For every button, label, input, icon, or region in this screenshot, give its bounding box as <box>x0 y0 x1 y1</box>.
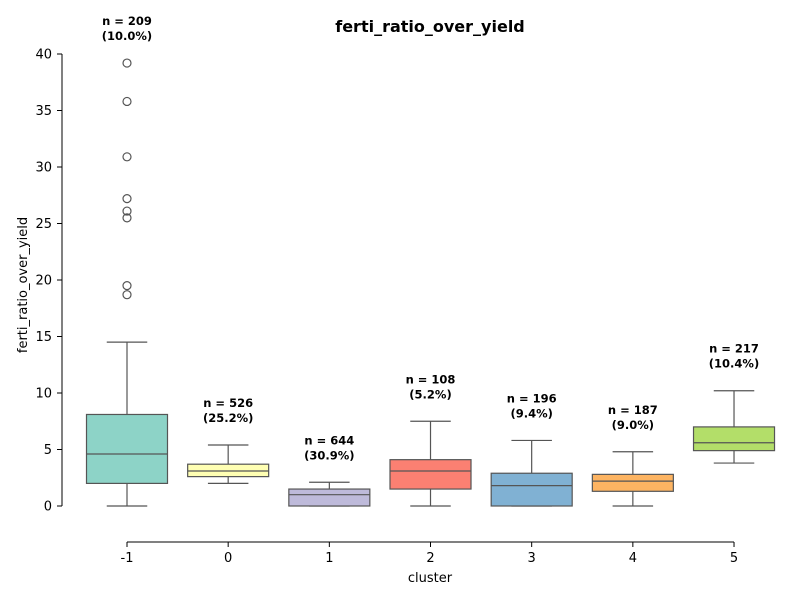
outlier-point <box>122 281 132 291</box>
count-label: n = 526 <box>203 396 253 410</box>
percent-label: (5.2%) <box>409 387 451 401</box>
outlier-point <box>122 58 132 68</box>
y-tick-label: 30 <box>35 161 52 176</box>
x-tick-label: 3 <box>528 551 536 566</box>
box-cluster-3: n = 196(9.4%) <box>490 391 573 507</box>
count-label: n = 217 <box>709 342 759 356</box>
y-axis-ticks: 0 5 10 15 20 25 30 35 40 <box>35 48 62 515</box>
box-iqr <box>591 473 674 492</box>
y-tick-label: 35 <box>35 104 52 119</box>
x-tick-label: 5 <box>730 551 738 566</box>
y-tick-label: 10 <box>35 387 52 402</box>
y-tick-label: 25 <box>35 217 52 232</box>
x-tick-label: -1 <box>121 551 134 566</box>
outlier-point <box>122 152 132 162</box>
outlier-point <box>122 96 132 107</box>
box-cluster-0: n = 526(25.2%) <box>187 396 270 484</box>
y-tick-label: 0 <box>44 500 52 515</box>
box-iqr <box>85 413 169 485</box>
x-axis-ticks: -1 0 1 2 3 4 5 <box>121 542 738 566</box>
x-tick-label: 2 <box>426 551 434 566</box>
count-label: n = 108 <box>406 372 456 386</box>
y-axis-label: ferti_ratio_over_yield <box>16 217 31 353</box>
box-iqr <box>389 459 472 490</box>
count-label: n = 187 <box>608 403 658 417</box>
outlier-point <box>122 290 132 300</box>
percent-label: (9.4%) <box>510 406 552 420</box>
box-cluster-5: n = 217(10.4%) <box>692 342 776 464</box>
percent-label: (10.4%) <box>709 357 759 371</box>
count-label: n = 209 <box>102 14 152 28</box>
count-label: n = 196 <box>507 391 557 405</box>
box-series: n = 209(10.0%)n = 526(25.2%)n = 644(30.9… <box>85 14 776 507</box>
percent-label: (25.2%) <box>203 411 253 425</box>
y-tick-label: 5 <box>44 443 52 458</box>
count-label: n = 644 <box>304 433 354 447</box>
box-iqr <box>692 426 776 452</box>
box-cluster--1: n = 209(10.0%) <box>85 14 169 507</box>
y-tick-label: 15 <box>35 330 52 345</box>
percent-label: (9.0%) <box>612 418 654 432</box>
box-cluster-2: n = 108(5.2%) <box>389 372 472 507</box>
percent-label: (10.0%) <box>102 29 152 43</box>
y-axis: 0 5 10 15 20 25 30 35 40 ferti_ratio_over_yield <box>16 48 63 515</box>
x-axis: -1 0 1 2 3 4 5 cluster <box>121 541 738 586</box>
box-iqr <box>490 472 573 507</box>
outlier-point <box>122 194 132 204</box>
chart-title: ferti_ratio_over_yield <box>335 17 525 36</box>
x-axis-label: cluster <box>408 571 453 586</box>
outlier-point <box>122 206 132 216</box>
x-tick-label: 1 <box>325 551 333 566</box>
x-tick-label: 4 <box>629 551 637 566</box>
x-tick-label: 0 <box>224 551 232 566</box>
y-tick-label: 40 <box>35 48 52 63</box>
percent-label: (30.9%) <box>304 448 354 462</box>
box-cluster-1: n = 644(30.9%) <box>288 433 371 507</box>
box-cluster-4: n = 187(9.0%) <box>591 403 674 507</box>
y-tick-label: 20 <box>35 274 52 289</box>
box-iqr <box>288 488 371 507</box>
outlier-point <box>122 213 132 223</box>
